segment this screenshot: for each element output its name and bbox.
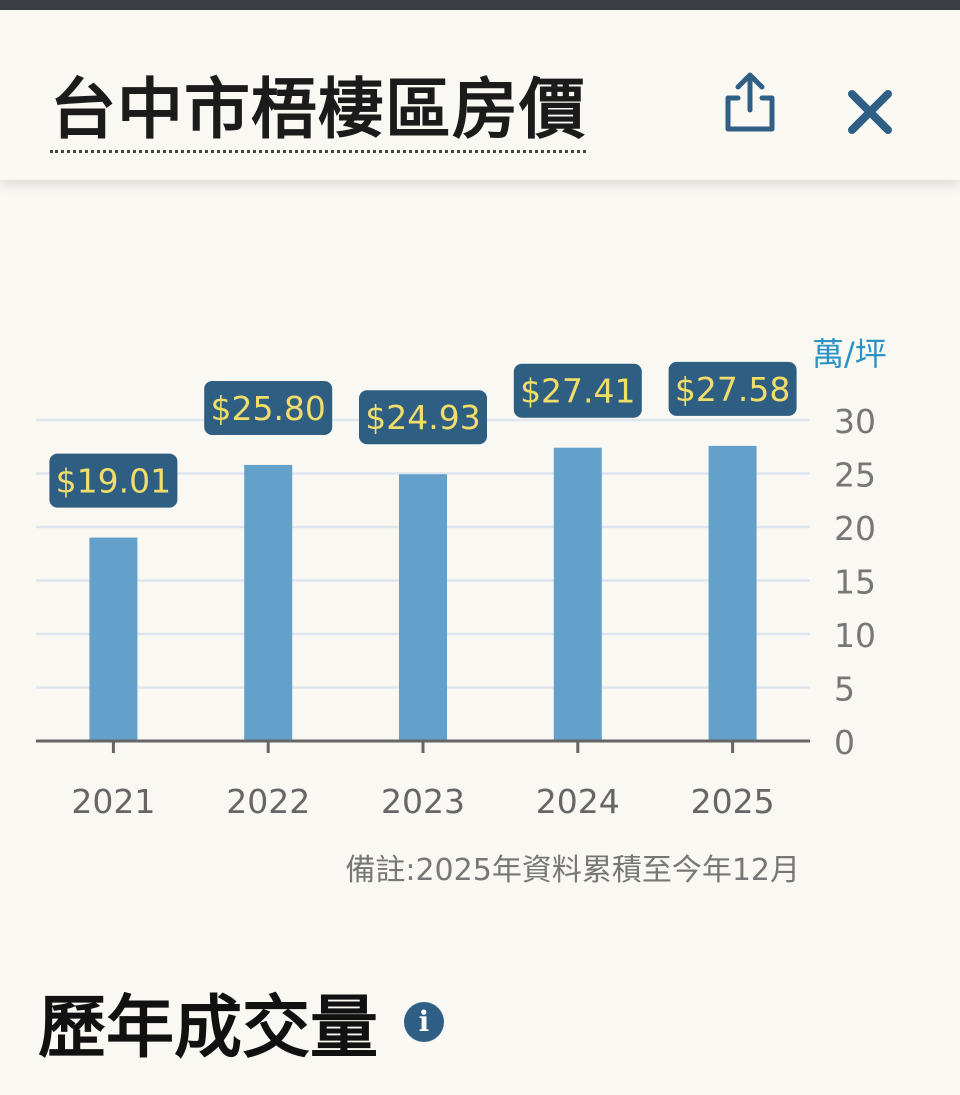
value-label-box: [359, 390, 487, 445]
value-label-box: [49, 453, 178, 508]
value-label: $27.41: [520, 372, 635, 411]
y-unit-label: 萬/坪: [812, 335, 887, 373]
close-icon[interactable]: [846, 88, 894, 136]
value-label-box: [513, 363, 642, 418]
share-icon[interactable]: [722, 72, 778, 134]
chart-note: 備註:2025年資料累積至今年12月: [345, 853, 800, 888]
page-title: 台中市梧棲區房價: [50, 70, 586, 153]
x-tick-label: 2023: [381, 782, 465, 821]
info-icon[interactable]: i: [404, 1002, 444, 1042]
section-title: 歷年成交量: [38, 989, 379, 1068]
x-tick-label: 2021: [71, 782, 155, 821]
bar-2022[interactable]: [244, 464, 293, 741]
bar-2021[interactable]: [89, 537, 138, 741]
x-tick-label: 2025: [691, 782, 775, 821]
y-tick-label: 0: [834, 723, 855, 762]
chart-value-labels: $19.01 $25.80 $24.93 $27.41 $27.58: [49, 361, 797, 508]
status-strip: [0, 0, 960, 10]
value-label: $27.58: [675, 370, 790, 409]
chart-bars: [89, 445, 757, 741]
bar-2024[interactable]: [553, 447, 602, 741]
y-tick-label: 10: [834, 616, 876, 655]
price-chart: 0 5 10 15 20 25 30 萬/坪 2021 2022 2023 2024 2025 $19.…: [0, 180, 960, 910]
value-label: $25.80: [210, 389, 325, 428]
x-tick-label: 2022: [226, 782, 310, 821]
bar-2023[interactable]: [399, 474, 447, 741]
y-tick-label: 20: [834, 509, 876, 548]
value-label-box: [204, 380, 333, 435]
y-tick-label: 25: [834, 456, 876, 495]
y-tick-label: 15: [834, 563, 876, 602]
value-label: $19.01: [56, 462, 171, 501]
y-tick-label: 5: [834, 670, 855, 709]
x-tick-label: 2024: [536, 782, 620, 821]
value-label: $24.93: [365, 398, 480, 437]
y-tick-label: 30: [834, 402, 876, 441]
value-label-box: [668, 361, 797, 416]
bar-2025[interactable]: [708, 445, 757, 741]
page-header: 台中市梧棲區房價: [0, 10, 960, 180]
